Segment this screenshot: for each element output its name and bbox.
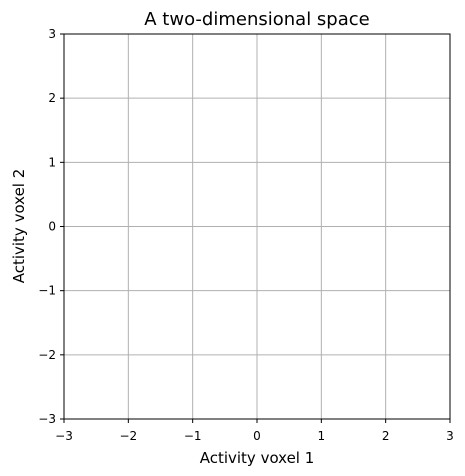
y-tick-label-3: 0 <box>48 220 56 234</box>
x-tick-label-6: 3 <box>446 429 454 443</box>
y-axis-label: Activity voxel 2 <box>10 169 28 284</box>
x-tick-label-3: 0 <box>253 429 261 443</box>
tick-marks <box>60 33 451 423</box>
y-tick-labels: −3 −2 −1 0 1 2 3 <box>38 27 56 426</box>
x-tick-label-1: −2 <box>119 429 137 443</box>
y-tick-label-0: −3 <box>38 412 56 426</box>
y-tick-label-4: 1 <box>48 155 56 169</box>
x-tick-label-5: 2 <box>382 429 390 443</box>
x-tick-label-4: 1 <box>318 429 326 443</box>
chart-title: A two-dimensional space <box>144 9 369 30</box>
y-tick-label-1: −2 <box>38 348 56 362</box>
y-tick-label-2: −1 <box>38 284 56 298</box>
x-tick-labels: −3 −2 −1 0 1 2 3 <box>55 429 454 443</box>
y-tick-label-6: 3 <box>48 27 56 41</box>
x-tick-label-0: −3 <box>55 429 73 443</box>
plot-frame <box>63 33 451 420</box>
x-tick-label-2: −1 <box>184 429 202 443</box>
x-axis-label: Activity voxel 1 <box>200 449 315 467</box>
y-tick-label-5: 2 <box>48 91 56 105</box>
